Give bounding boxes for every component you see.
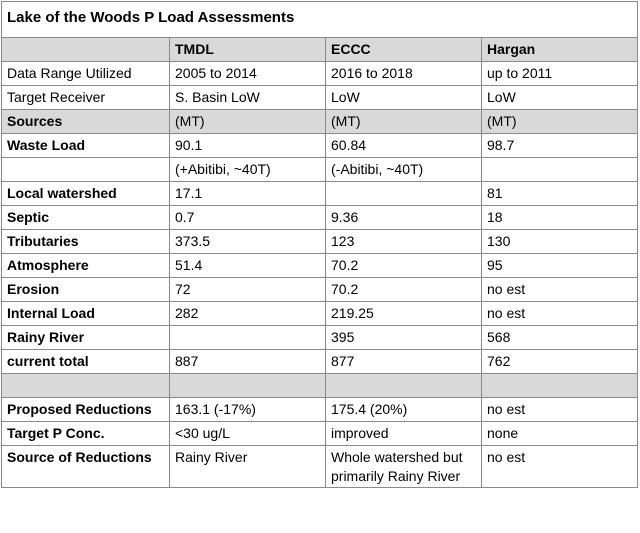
row-label: Target P Conc. (1, 421, 170, 446)
table-cell: 123 (325, 229, 482, 254)
table-cell: 877 (325, 349, 482, 374)
header-cell-blank (1, 37, 170, 62)
table-row: Tributaries 373.5 123 130 (1, 229, 638, 254)
row-label: Rainy River (1, 325, 170, 350)
table-row: Source of Reductions Rainy River Whole wat… (1, 445, 638, 488)
table-cell: 17.1 (169, 181, 326, 206)
table-cell: 70.2 (325, 277, 482, 302)
table-cell: 90.1 (169, 133, 326, 158)
table-cell: LoW (481, 85, 638, 110)
table-row: Rainy River 395 568 (1, 325, 638, 350)
table-row: current total 887 877 762 (1, 349, 638, 374)
table-cell: 95 (481, 253, 638, 278)
table-cell (169, 325, 326, 350)
table-cell: 395 (325, 325, 482, 350)
table-row: Internal Load 282 219.25 no est (1, 301, 638, 326)
table-cell: none (481, 421, 638, 446)
table-cell: 282 (169, 301, 326, 326)
table-cell: no est (481, 277, 638, 302)
table-cell: 51.4 (169, 253, 326, 278)
row-label (1, 157, 170, 182)
row-label: Target Receiver (1, 85, 170, 110)
table-cell: 373.5 (169, 229, 326, 254)
table-cell: (-Abitibi, ~40T) (325, 157, 482, 182)
header-cell-tmdl: TMDL (169, 37, 326, 62)
table-cell: (MT) (325, 109, 482, 134)
table-cell (325, 373, 482, 398)
table-row (1, 373, 638, 398)
table-row: Sources (MT) (MT) (MT) (1, 109, 638, 134)
row-label: Tributaries (1, 229, 170, 254)
row-label: Septic (1, 205, 170, 230)
table-cell: 219.25 (325, 301, 482, 326)
table-cell: LoW (325, 85, 482, 110)
table-cell: 18 (481, 205, 638, 230)
header-cell-eccc: ECCC (325, 37, 482, 62)
p-load-assessment-table: Lake of the Woods P Load Assessments TMD… (1, 1, 638, 488)
table-cell: 0.7 (169, 205, 326, 230)
table-cell: 175.4 (20%) (325, 397, 482, 422)
table-row: Local watershed 17.1 81 (1, 181, 638, 206)
table-row: Septic 0.7 9.36 18 (1, 205, 638, 230)
table-cell: 72 (169, 277, 326, 302)
table-row: Target Receiver S. Basin LoW LoW LoW (1, 85, 638, 110)
table-cell: up to 2011 (481, 61, 638, 86)
table-cell: 2005 to 2014 (169, 61, 326, 86)
table-cell: S. Basin LoW (169, 85, 326, 110)
table-cell: 568 (481, 325, 638, 350)
row-label: Sources (1, 109, 170, 134)
header-row: TMDL ECCC Hargan (1, 37, 638, 62)
table-cell: 98.7 (481, 133, 638, 158)
row-label: Internal Load (1, 301, 170, 326)
row-label: Erosion (1, 277, 170, 302)
table-row: Atmosphere 51.4 70.2 95 (1, 253, 638, 278)
row-label: Local watershed (1, 181, 170, 206)
table-cell: 9.36 (325, 205, 482, 230)
table-cell: no est (481, 445, 638, 488)
header-cell-hargan: Hargan (481, 37, 638, 62)
table-cell (169, 373, 326, 398)
table-cell (481, 373, 638, 398)
table-cell: no est (481, 301, 638, 326)
row-label: current total (1, 349, 170, 374)
table-cell: Rainy River (169, 445, 326, 488)
title-row: Lake of the Woods P Load Assessments (1, 1, 638, 38)
table-row: Erosion 72 70.2 no est (1, 277, 638, 302)
table-cell: <30 ug/L (169, 421, 326, 446)
table-cell: 60.84 (325, 133, 482, 158)
table-cell (481, 157, 638, 182)
table-cell: 2016 to 2018 (325, 61, 482, 86)
table-row: (+Abitibi, ~40T) (-Abitibi, ~40T) (1, 157, 638, 182)
table-cell: 81 (481, 181, 638, 206)
row-label: Waste Load (1, 133, 170, 158)
table-cell: 163.1 (-17%) (169, 397, 326, 422)
table-cell: (MT) (481, 109, 638, 134)
table-cell (325, 181, 482, 206)
table-row: Target P Conc. <30 ug/L improved none (1, 421, 638, 446)
row-label (1, 373, 170, 398)
table-cell: (+Abitibi, ~40T) (169, 157, 326, 182)
table-cell: 130 (481, 229, 638, 254)
table-cell: 887 (169, 349, 326, 374)
table-cell: no est (481, 397, 638, 422)
row-label: Atmosphere (1, 253, 170, 278)
table-cell: improved (325, 421, 482, 446)
table-row: Data Range Utilized 2005 to 2014 2016 to 2… (1, 61, 638, 86)
table-cell: Whole watershed but primarily Rainy Rive… (325, 445, 482, 488)
table-row: Waste Load 90.1 60.84 98.7 (1, 133, 638, 158)
row-label: Data Range Utilized (1, 61, 170, 86)
row-label: Source of Reductions (1, 445, 170, 488)
table-cell: (MT) (169, 109, 326, 134)
row-label: Proposed Reductions (1, 397, 170, 422)
table-row: Proposed Reductions 163.1 (-17%) 175.4 (20… (1, 397, 638, 422)
table-cell: 70.2 (325, 253, 482, 278)
table-cell: 762 (481, 349, 638, 374)
table-title: Lake of the Woods P Load Assessments (1, 1, 638, 38)
